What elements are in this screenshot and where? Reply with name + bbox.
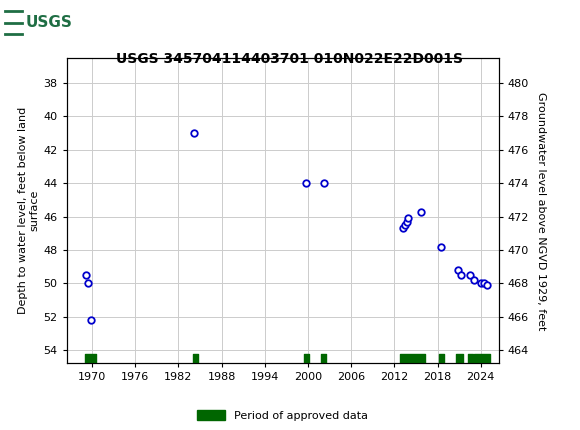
Point — [404, 215, 413, 221]
Point — [319, 180, 328, 187]
Point — [437, 243, 446, 250]
Bar — [5, 3, 95, 42]
Point — [301, 180, 310, 187]
Point — [190, 130, 199, 137]
Point — [476, 280, 485, 287]
Point — [86, 316, 96, 323]
Text: USGS: USGS — [26, 15, 72, 30]
Point — [456, 271, 466, 278]
Y-axis label: Depth to water level, feet below land
surface: Depth to water level, feet below land su… — [17, 107, 39, 314]
Text: USGS 345704114403701 010N022E22D001S: USGS 345704114403701 010N022E22D001S — [117, 52, 463, 67]
Point — [482, 282, 491, 289]
Point — [84, 280, 93, 287]
Point — [401, 221, 410, 228]
Y-axis label: Groundwater level above NGVD 1929, feet: Groundwater level above NGVD 1929, feet — [536, 92, 546, 330]
Point — [402, 218, 411, 225]
Point — [454, 267, 463, 273]
Legend: Period of approved data: Period of approved data — [193, 405, 372, 425]
Point — [398, 225, 408, 232]
Point — [416, 208, 426, 215]
Point — [479, 280, 488, 287]
Point — [82, 271, 91, 278]
Point — [465, 271, 474, 278]
Point — [470, 276, 479, 283]
